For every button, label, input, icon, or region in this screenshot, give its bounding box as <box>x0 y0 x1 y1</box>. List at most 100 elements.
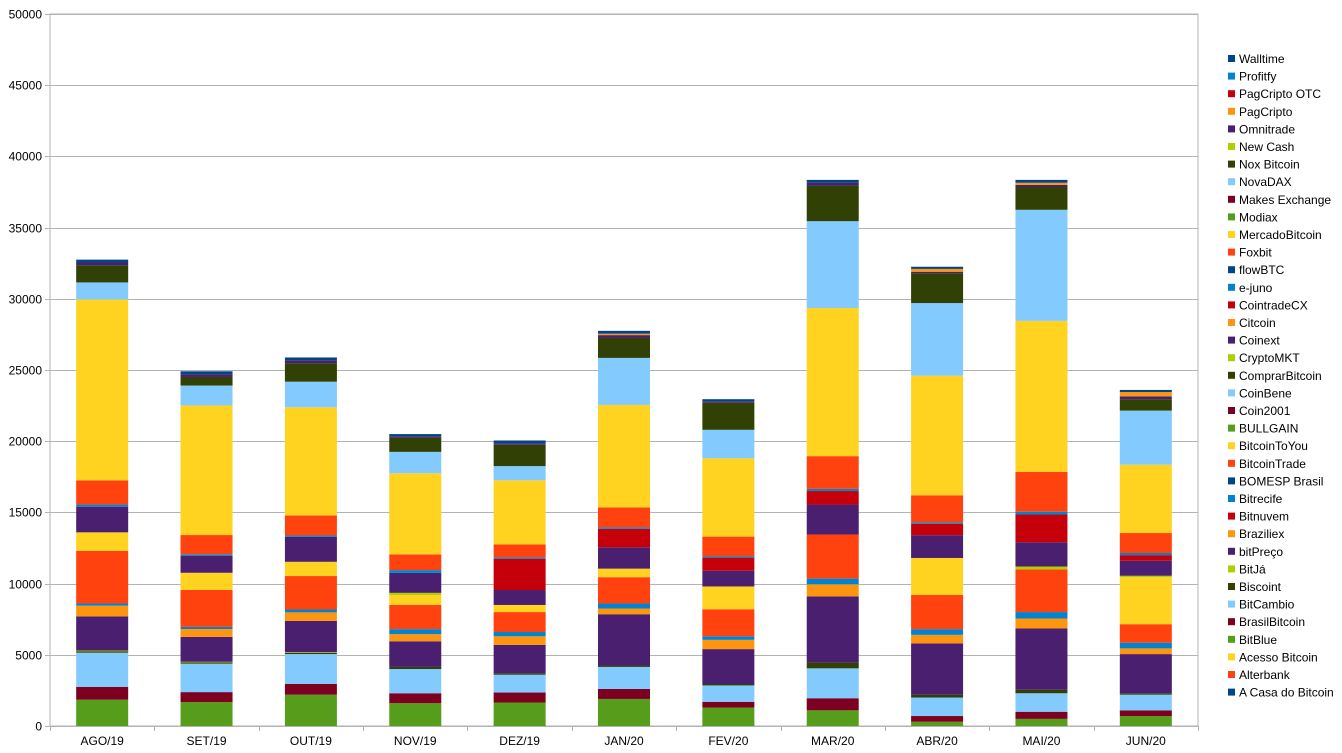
bar-segment <box>598 404 650 508</box>
bar-segment <box>911 629 964 635</box>
bar-segment <box>806 491 859 505</box>
bar-segment <box>806 185 859 222</box>
legend-swatch <box>1228 424 1235 432</box>
bar-segment <box>1119 716 1172 726</box>
bar-segment <box>702 685 755 702</box>
bar-segment <box>493 674 546 693</box>
x-tick-label: NOV/19 <box>394 734 437 748</box>
bar-segment <box>389 666 442 670</box>
legend-label: BitCambio <box>1239 598 1295 612</box>
y-tick-label: 15000 <box>9 506 43 520</box>
legend-label: Nox Bitcoin <box>1239 158 1300 172</box>
bar-segment <box>389 451 442 474</box>
bar-segment <box>180 535 233 555</box>
bar-segment <box>1119 710 1172 717</box>
legend-swatch <box>1228 125 1235 133</box>
bar-segment <box>1015 718 1068 726</box>
y-tick-label: 5000 <box>15 649 42 663</box>
bar-segment <box>702 683 755 686</box>
legend-swatch <box>1228 160 1235 168</box>
bar-segment <box>1015 471 1068 512</box>
axes: 0 5000 10000 15000 20000 25000 30000 35000 40000… <box>9 8 1199 748</box>
bar-segment <box>1015 711 1068 719</box>
bar-segment <box>806 584 859 597</box>
bar-segment <box>493 558 546 591</box>
bar-segment <box>76 504 129 507</box>
bar-segment <box>1015 511 1068 515</box>
legend-label: Acesso Bitcoin <box>1239 650 1318 664</box>
bar-segment <box>76 603 129 606</box>
bar-segment <box>702 649 755 684</box>
legend-label: BrasilBitcoin <box>1239 615 1305 629</box>
bar-segment <box>284 535 337 537</box>
bar-segment <box>598 577 650 604</box>
legend-swatch <box>1228 231 1235 238</box>
legend-swatch <box>1228 618 1235 626</box>
y-tick-label: 20000 <box>9 435 43 449</box>
bar-segment <box>598 528 650 548</box>
bar-segment <box>284 652 337 653</box>
bar-segment <box>76 299 129 481</box>
bar-segment <box>911 557 964 595</box>
bar-segment <box>598 603 650 609</box>
legend-swatch <box>1228 389 1235 397</box>
bar-segment <box>389 703 442 726</box>
legend-swatch <box>1228 371 1235 379</box>
bar-segment <box>911 643 964 695</box>
bar-segment <box>389 604 442 630</box>
y-tick-label: 40000 <box>9 150 43 164</box>
legend-label: A Casa do Bitcoin <box>1239 686 1334 700</box>
legend-label: BitcoinTrade <box>1239 457 1306 471</box>
bar-segment <box>493 480 546 545</box>
bar-segment <box>911 495 964 523</box>
bar-segment <box>389 693 442 704</box>
bar-segment <box>598 614 650 666</box>
bar-segment <box>180 692 233 703</box>
legend-label: BitBlue <box>1239 633 1277 647</box>
bar-segment <box>806 534 859 579</box>
x-tick-label: JUN/20 <box>1126 734 1166 748</box>
bar-segment <box>1119 410 1172 465</box>
legend-label: BOMESP Brasil <box>1239 474 1323 488</box>
legend-swatch <box>1228 213 1235 221</box>
bar-segment <box>702 557 755 571</box>
bar-segment <box>389 634 442 642</box>
bars <box>76 179 1172 726</box>
bar-segment <box>1119 648 1172 655</box>
bar-segment <box>76 651 129 653</box>
bar-segment <box>76 686 129 700</box>
bar-segment <box>76 605 129 617</box>
bar-segment <box>911 697 964 717</box>
legend-label: bitPreço <box>1239 545 1283 559</box>
bar-segment <box>493 466 546 481</box>
bar-segment <box>389 473 442 555</box>
bar-segment <box>702 639 755 650</box>
bar-segment <box>598 333 650 336</box>
x-tick-label: AGO/19 <box>81 734 125 748</box>
legend-swatch <box>1228 248 1235 256</box>
legend-label: Braziliex <box>1239 527 1284 541</box>
legend-label: New Cash <box>1239 140 1294 154</box>
bar-segment <box>806 221 859 309</box>
legend-label: MercadoBitcoin <box>1239 228 1322 242</box>
bar-segment <box>493 636 546 645</box>
bar-segment <box>598 335 650 338</box>
bar-segment <box>911 634 964 644</box>
legend-label: NovaDAX <box>1239 175 1292 189</box>
bar-segment <box>702 556 755 558</box>
bar-segment <box>76 506 129 533</box>
bar-segment <box>180 554 233 556</box>
bar-segment <box>180 374 233 377</box>
bar-segment <box>76 650 129 652</box>
bar-segment <box>911 523 964 536</box>
legend-label: Bitrecife <box>1239 492 1283 506</box>
bar-segment <box>1119 654 1172 694</box>
legend-swatch <box>1228 266 1235 274</box>
bar-segment <box>1119 577 1172 625</box>
bar-segment <box>76 262 129 266</box>
legend-swatch <box>1228 583 1235 590</box>
bar-segment <box>911 273 964 304</box>
bar-segment <box>806 504 859 535</box>
bar-segment <box>911 594 964 630</box>
